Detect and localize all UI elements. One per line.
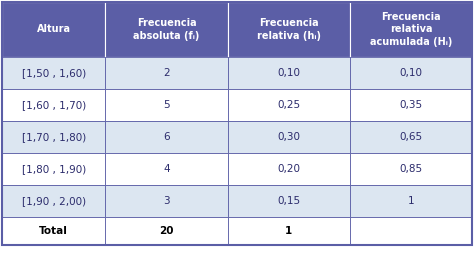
Bar xyxy=(228,217,350,245)
Text: Total: Total xyxy=(39,226,68,236)
Bar xyxy=(228,185,350,217)
Text: [1,80 , 1,90): [1,80 , 1,90) xyxy=(22,164,86,174)
Bar xyxy=(350,121,472,153)
Text: Frecuencia
relativa
acumulada (Hᵢ): Frecuencia relativa acumulada (Hᵢ) xyxy=(370,12,452,47)
Text: Frecuencia
relativa (hᵢ): Frecuencia relativa (hᵢ) xyxy=(257,18,321,41)
Text: 4: 4 xyxy=(163,164,170,174)
Bar xyxy=(350,57,472,89)
Bar xyxy=(105,57,228,89)
Bar xyxy=(228,153,350,185)
Bar xyxy=(2,121,105,153)
Bar xyxy=(2,153,105,185)
Text: [1,60 , 1,70): [1,60 , 1,70) xyxy=(22,100,86,110)
Text: 0,30: 0,30 xyxy=(277,132,300,142)
Text: 0,65: 0,65 xyxy=(399,132,422,142)
Text: 0,10: 0,10 xyxy=(400,68,422,78)
Text: Altura: Altura xyxy=(36,25,71,35)
Text: 0,25: 0,25 xyxy=(277,100,300,110)
Text: 3: 3 xyxy=(163,196,170,206)
Bar xyxy=(105,185,228,217)
Text: [1,70 , 1,80): [1,70 , 1,80) xyxy=(22,132,86,142)
Bar xyxy=(105,217,228,245)
Bar xyxy=(228,121,350,153)
Text: 1: 1 xyxy=(285,226,292,236)
Text: 0,35: 0,35 xyxy=(399,100,422,110)
Bar xyxy=(2,89,105,121)
Text: 20: 20 xyxy=(159,226,174,236)
Bar xyxy=(105,2,228,57)
Bar xyxy=(228,2,350,57)
Bar xyxy=(2,217,105,245)
Bar xyxy=(350,185,472,217)
Bar xyxy=(2,57,105,89)
Bar xyxy=(350,217,472,245)
Bar xyxy=(350,153,472,185)
Text: [1,90 , 2,00): [1,90 , 2,00) xyxy=(22,196,86,206)
Text: 2: 2 xyxy=(163,68,170,78)
Bar xyxy=(350,89,472,121)
Text: 5: 5 xyxy=(163,100,170,110)
Bar xyxy=(228,89,350,121)
Text: 0,20: 0,20 xyxy=(277,164,300,174)
Text: 1: 1 xyxy=(408,196,414,206)
Bar xyxy=(228,57,350,89)
Bar xyxy=(105,121,228,153)
Bar xyxy=(105,89,228,121)
Text: 0,85: 0,85 xyxy=(399,164,422,174)
Bar xyxy=(2,2,105,57)
Text: [1,50 , 1,60): [1,50 , 1,60) xyxy=(22,68,86,78)
Text: 0,15: 0,15 xyxy=(277,196,300,206)
Bar xyxy=(2,185,105,217)
Bar xyxy=(350,2,472,57)
Text: Frecuencia
absoluta (fᵢ): Frecuencia absoluta (fᵢ) xyxy=(133,18,200,41)
Text: 0,10: 0,10 xyxy=(277,68,300,78)
Text: 6: 6 xyxy=(163,132,170,142)
Bar xyxy=(105,153,228,185)
